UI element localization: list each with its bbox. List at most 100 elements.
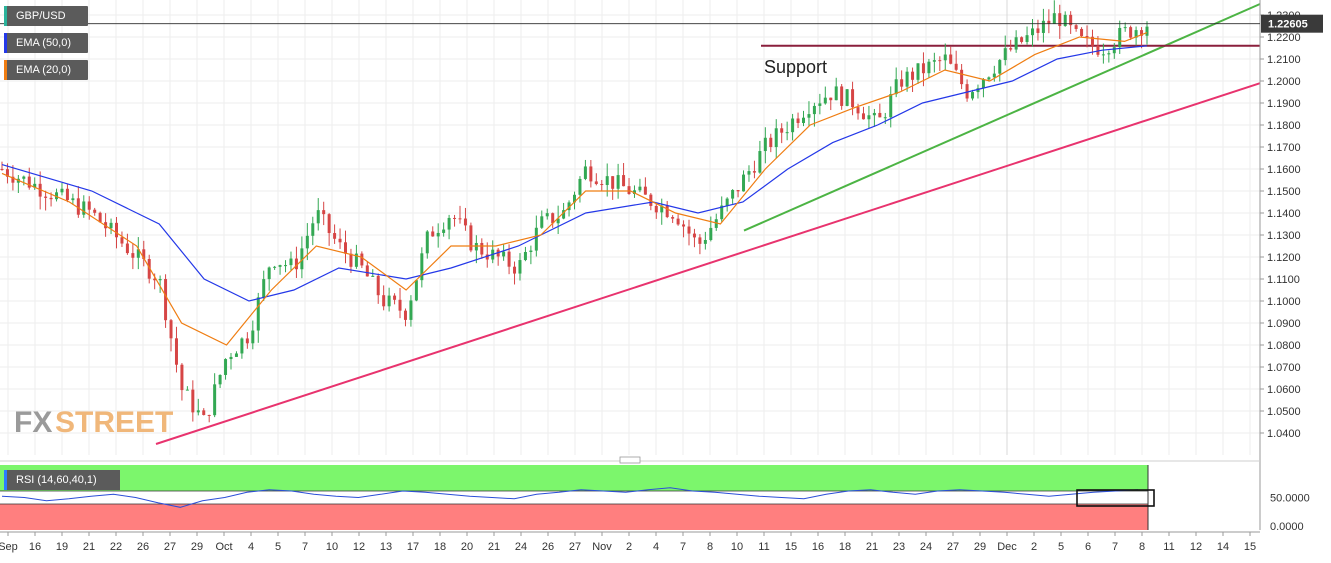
candle-body-192 [1047, 20, 1051, 24]
candle-body-75 [409, 300, 413, 320]
candle-body-191 [1041, 20, 1045, 33]
current-price-text: 1.22605 [1268, 19, 1308, 31]
candle-body-181 [987, 77, 991, 80]
candle-body-11 [60, 188, 64, 193]
legend-rsi-swatch [4, 470, 7, 490]
time-tick-label-27: 10 [731, 541, 743, 553]
candle-body-28 [153, 278, 157, 281]
candle-body-185 [1009, 48, 1013, 50]
candle-body-44 [240, 338, 244, 354]
price-tick-label-13: 1.1700 [1267, 142, 1301, 154]
candles [0, 0, 1149, 423]
price-tick-label-11: 1.1500 [1267, 186, 1301, 198]
time-tick-label-26: 8 [707, 541, 713, 553]
candle-body-81 [442, 229, 446, 233]
rsi-oversold-zone [0, 504, 1148, 530]
candle-body-149 [812, 105, 816, 115]
candle-body-4 [22, 176, 26, 179]
time-tick-label-34: 24 [920, 541, 932, 553]
candle-body-121 [660, 205, 664, 213]
candle-body-0 [0, 169, 4, 170]
candle-body-150 [818, 103, 822, 106]
time-tick-label-40: 6 [1085, 541, 1091, 553]
candle-body-130 [709, 227, 713, 240]
candle-body-117 [638, 186, 642, 191]
price-tick-label-0: 1.0400 [1267, 428, 1301, 440]
time-tick-label-10: 5 [275, 541, 281, 553]
price-tick-label-12: 1.1600 [1267, 164, 1301, 176]
time-tick-label-3: 21 [83, 541, 95, 553]
candle-body-65 [354, 253, 358, 267]
time-tick-label-16: 18 [434, 541, 446, 553]
support-trendline [743, 3, 1261, 232]
current-price-tag: 1.22605 [0, 14, 1323, 33]
current-price-box [1261, 14, 1323, 33]
candle-body-208 [1134, 30, 1138, 38]
time-tick-label-11: 7 [302, 541, 308, 553]
time-tick-label-33: 23 [893, 541, 905, 553]
legend-ema50[interactable]: EMA (50,0) [4, 33, 88, 53]
candle-body-14 [76, 198, 80, 215]
candle-body-98 [534, 227, 538, 251]
rsi-overbought-zone [0, 465, 1148, 491]
candle-body-56 [305, 235, 309, 249]
candle-body-50 [273, 266, 277, 268]
pane-divider[interactable] [0, 456, 1260, 464]
candle-body-169 [921, 63, 925, 74]
legend-gbpusd[interactable]: GBP/USD [4, 6, 88, 26]
candle-body-197 [1074, 25, 1078, 29]
candle-body-1 [5, 169, 9, 177]
candle-body-164 [894, 79, 898, 95]
candle-body-198 [1080, 28, 1084, 37]
candle-body-128 [698, 237, 702, 244]
candle-body-139 [758, 151, 762, 173]
candle-body-133 [725, 198, 729, 206]
candle-body-25 [136, 249, 140, 258]
candle-body-127 [692, 233, 696, 238]
candle-body-93 [507, 251, 511, 267]
candle-body-51 [278, 265, 282, 267]
candle-body-204 [1112, 47, 1116, 54]
candle-body-108 [589, 166, 593, 182]
candle-body-154 [840, 86, 844, 106]
time-tick-label-1: 16 [29, 541, 41, 553]
price-tick-label-14: 1.1800 [1267, 120, 1301, 132]
candle-body-74 [403, 310, 407, 320]
time-tick-label-19: 24 [515, 541, 527, 553]
candle-body-207 [1129, 27, 1133, 38]
support-trendline-line [743, 3, 1261, 232]
time-tick-label-39: 5 [1058, 541, 1064, 553]
candle-body-41 [224, 359, 228, 375]
candle-body-31 [169, 320, 173, 339]
price-axis: 1.0400 1.0500 1.0600 1.0700 1.0800 1.0900 1.10… [1259, 0, 1301, 530]
candle-body-202 [1101, 54, 1105, 56]
time-tick-label-43: 11 [1163, 541, 1174, 553]
time-axis: Sep 16 19 21 22 26 27 29 Oct 4 5 7 10 12 13 17 18 20 21 24 2… [0, 531, 1260, 553]
price-tick-label-1: 1.0500 [1267, 406, 1301, 418]
time-tick-label-21: 27 [569, 541, 581, 553]
time-tick-label-42: 8 [1139, 541, 1145, 553]
time-tick-label-4: 22 [110, 541, 122, 553]
candle-body-82 [447, 217, 451, 230]
candle-body-76 [414, 280, 418, 301]
rsi-highlight-rect [1076, 489, 1155, 507]
candle-body-171 [932, 60, 936, 62]
candle-body-37 [202, 410, 206, 415]
candle-body-87 [474, 242, 478, 251]
time-tick-label-8: Oct [215, 541, 232, 553]
legend-ema20[interactable]: EMA (20,0) [4, 60, 88, 80]
ema20-line [1, 32, 1148, 346]
candle-body-8 [44, 196, 48, 198]
time-tick-label-6: 27 [164, 541, 176, 553]
candle-body-143 [780, 128, 784, 133]
candle-body-166 [905, 71, 909, 87]
time-tick-label-7: 29 [191, 541, 203, 553]
legend-rsi[interactable]: RSI (14,60,40,1) [4, 470, 120, 490]
candle-body-57 [311, 223, 315, 236]
candle-body-107 [583, 166, 587, 179]
candle-body-102 [556, 218, 560, 224]
candle-body-80 [436, 232, 440, 237]
candle-body-112 [611, 176, 615, 189]
candle-body-86 [469, 225, 473, 251]
